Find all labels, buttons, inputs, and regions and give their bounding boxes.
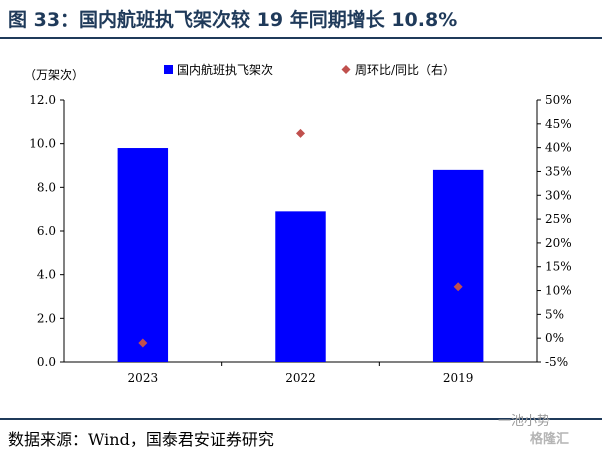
- left-tick-label: 4.0: [37, 268, 56, 282]
- right-tick-label: 40%: [545, 141, 572, 155]
- x-tick-label: 2022: [285, 371, 316, 385]
- right-tick-label: 50%: [545, 93, 572, 107]
- scatter-point: [453, 282, 463, 292]
- legend-label-marker: 周环比/同比（右）: [355, 62, 455, 77]
- left-tick-label: 12.0: [29, 93, 56, 107]
- right-tick-label: 30%: [545, 188, 572, 202]
- left-tick-label: 10.0: [29, 137, 56, 151]
- left-tick-label: 2.0: [37, 311, 56, 325]
- legend-swatch-marker: [341, 65, 351, 74]
- scatter-point: [296, 128, 305, 138]
- bar: [275, 211, 326, 362]
- left-tick-label: 0.0: [37, 355, 56, 369]
- bar-series: [117, 148, 484, 362]
- source-note: 数据来源：Wind，国泰君安证券研究: [8, 430, 274, 449]
- legend: 国内航班执飞架次 周环比/同比（右）: [164, 62, 455, 77]
- marker-series: [138, 128, 463, 348]
- right-tick-label: -5%: [545, 355, 568, 369]
- bar: [117, 148, 169, 362]
- title-divider: [0, 37, 602, 39]
- footer-divider: [0, 418, 602, 420]
- x-tick-label: 2019: [443, 371, 474, 385]
- axes: 0.0 2.0 4.0 6.0 8.0 10.0 12.0 -5% 0% 5% 10% 15% 20% 2…: [29, 93, 571, 385]
- left-tick-label: 8.0: [37, 180, 56, 194]
- left-axis-unit-label: （万架次）: [24, 68, 85, 82]
- right-tick-label: 45%: [545, 117, 572, 131]
- right-tick-label: 15%: [545, 260, 572, 274]
- x-tick-label: 2023: [128, 371, 159, 385]
- right-tick-label: 0%: [545, 331, 564, 345]
- figure-title: 图 33：国内航班执飞架次较 19 年同期增长 10.8%: [8, 9, 458, 31]
- right-tick-label: 10%: [545, 284, 572, 298]
- right-tick-label: 35%: [545, 164, 572, 178]
- right-tick-label: 5%: [545, 307, 564, 321]
- bar: [432, 169, 484, 362]
- right-tick-label: 25%: [545, 212, 572, 226]
- legend-swatch-bar: [164, 65, 173, 74]
- right-tick-label: 20%: [545, 236, 572, 250]
- left-tick-label: 6.0: [37, 224, 56, 238]
- watermark-account: 一池小势: [498, 414, 551, 429]
- legend-label-bar: 国内航班执飞架次: [177, 62, 273, 77]
- scatter-point: [138, 338, 148, 348]
- watermark-logo: 格隆汇: [530, 432, 570, 447]
